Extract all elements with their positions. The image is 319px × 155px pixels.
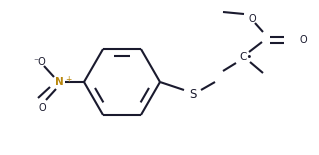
Text: S: S	[189, 89, 197, 102]
Text: O: O	[300, 35, 308, 45]
Text: +: +	[65, 75, 71, 84]
Text: O: O	[38, 103, 46, 113]
Text: C•: C•	[239, 52, 253, 62]
Text: N: N	[55, 77, 63, 87]
Text: O: O	[248, 14, 256, 24]
Text: ⁻O: ⁻O	[33, 57, 46, 67]
